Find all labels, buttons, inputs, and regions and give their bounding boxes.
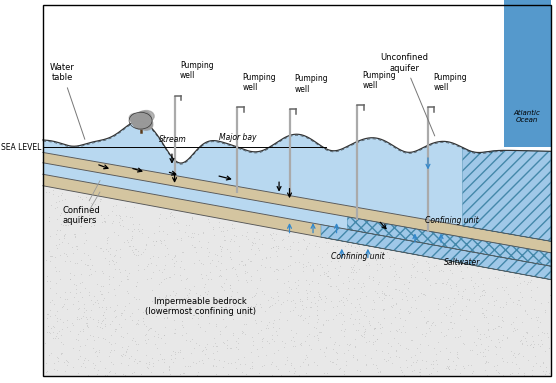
Bar: [504, 0, 551, 147]
Circle shape: [140, 121, 153, 130]
Circle shape: [131, 116, 143, 125]
Text: Stream: Stream: [159, 135, 187, 144]
Circle shape: [137, 112, 151, 122]
Text: Pumping
well: Pumping well: [242, 72, 276, 92]
Text: Pumping
well: Pumping well: [433, 72, 467, 92]
Text: Confining unit: Confining unit: [425, 216, 479, 225]
Circle shape: [138, 116, 151, 125]
Circle shape: [130, 113, 141, 122]
Circle shape: [131, 116, 146, 126]
Circle shape: [138, 111, 154, 122]
Circle shape: [132, 117, 143, 125]
Circle shape: [131, 114, 142, 123]
Circle shape: [133, 119, 143, 126]
Text: Unconfined
aquifer: Unconfined aquifer: [380, 53, 435, 136]
Text: Major bay: Major bay: [219, 133, 256, 142]
Circle shape: [132, 116, 147, 127]
Text: Atlantic
Ocean: Atlantic Ocean: [514, 110, 540, 123]
Text: Confining unit: Confining unit: [331, 252, 385, 261]
Polygon shape: [43, 121, 551, 241]
Polygon shape: [43, 174, 551, 280]
Text: Pumping
well: Pumping well: [180, 61, 214, 80]
Polygon shape: [43, 152, 551, 253]
Circle shape: [134, 121, 145, 129]
Polygon shape: [347, 217, 551, 266]
Polygon shape: [43, 163, 551, 266]
Circle shape: [133, 116, 143, 123]
Circle shape: [137, 118, 151, 127]
Circle shape: [133, 113, 148, 124]
Text: SEA LEVEL: SEA LEVEL: [2, 143, 42, 152]
Circle shape: [136, 118, 148, 126]
Polygon shape: [321, 224, 551, 280]
Polygon shape: [43, 186, 551, 376]
Circle shape: [140, 119, 153, 128]
Text: Water
table: Water table: [50, 63, 85, 139]
Circle shape: [137, 111, 150, 121]
Circle shape: [135, 120, 146, 128]
Polygon shape: [462, 147, 551, 241]
Text: Pumping
well: Pumping well: [295, 74, 329, 94]
Circle shape: [140, 119, 152, 128]
Circle shape: [136, 115, 150, 126]
Text: Impermeable bedrock
(lowermost confining unit): Impermeable bedrock (lowermost confining…: [145, 297, 256, 316]
Circle shape: [142, 116, 151, 122]
Circle shape: [136, 114, 145, 121]
Circle shape: [133, 115, 146, 124]
Circle shape: [133, 116, 148, 128]
Text: Pumping
well: Pumping well: [363, 70, 396, 90]
Circle shape: [135, 116, 151, 128]
Text: Confined
aquifers: Confined aquifers: [62, 180, 100, 226]
Circle shape: [140, 119, 152, 129]
Circle shape: [137, 115, 150, 123]
Text: Saltwater: Saltwater: [444, 258, 480, 267]
Circle shape: [135, 121, 146, 129]
Circle shape: [135, 122, 144, 129]
